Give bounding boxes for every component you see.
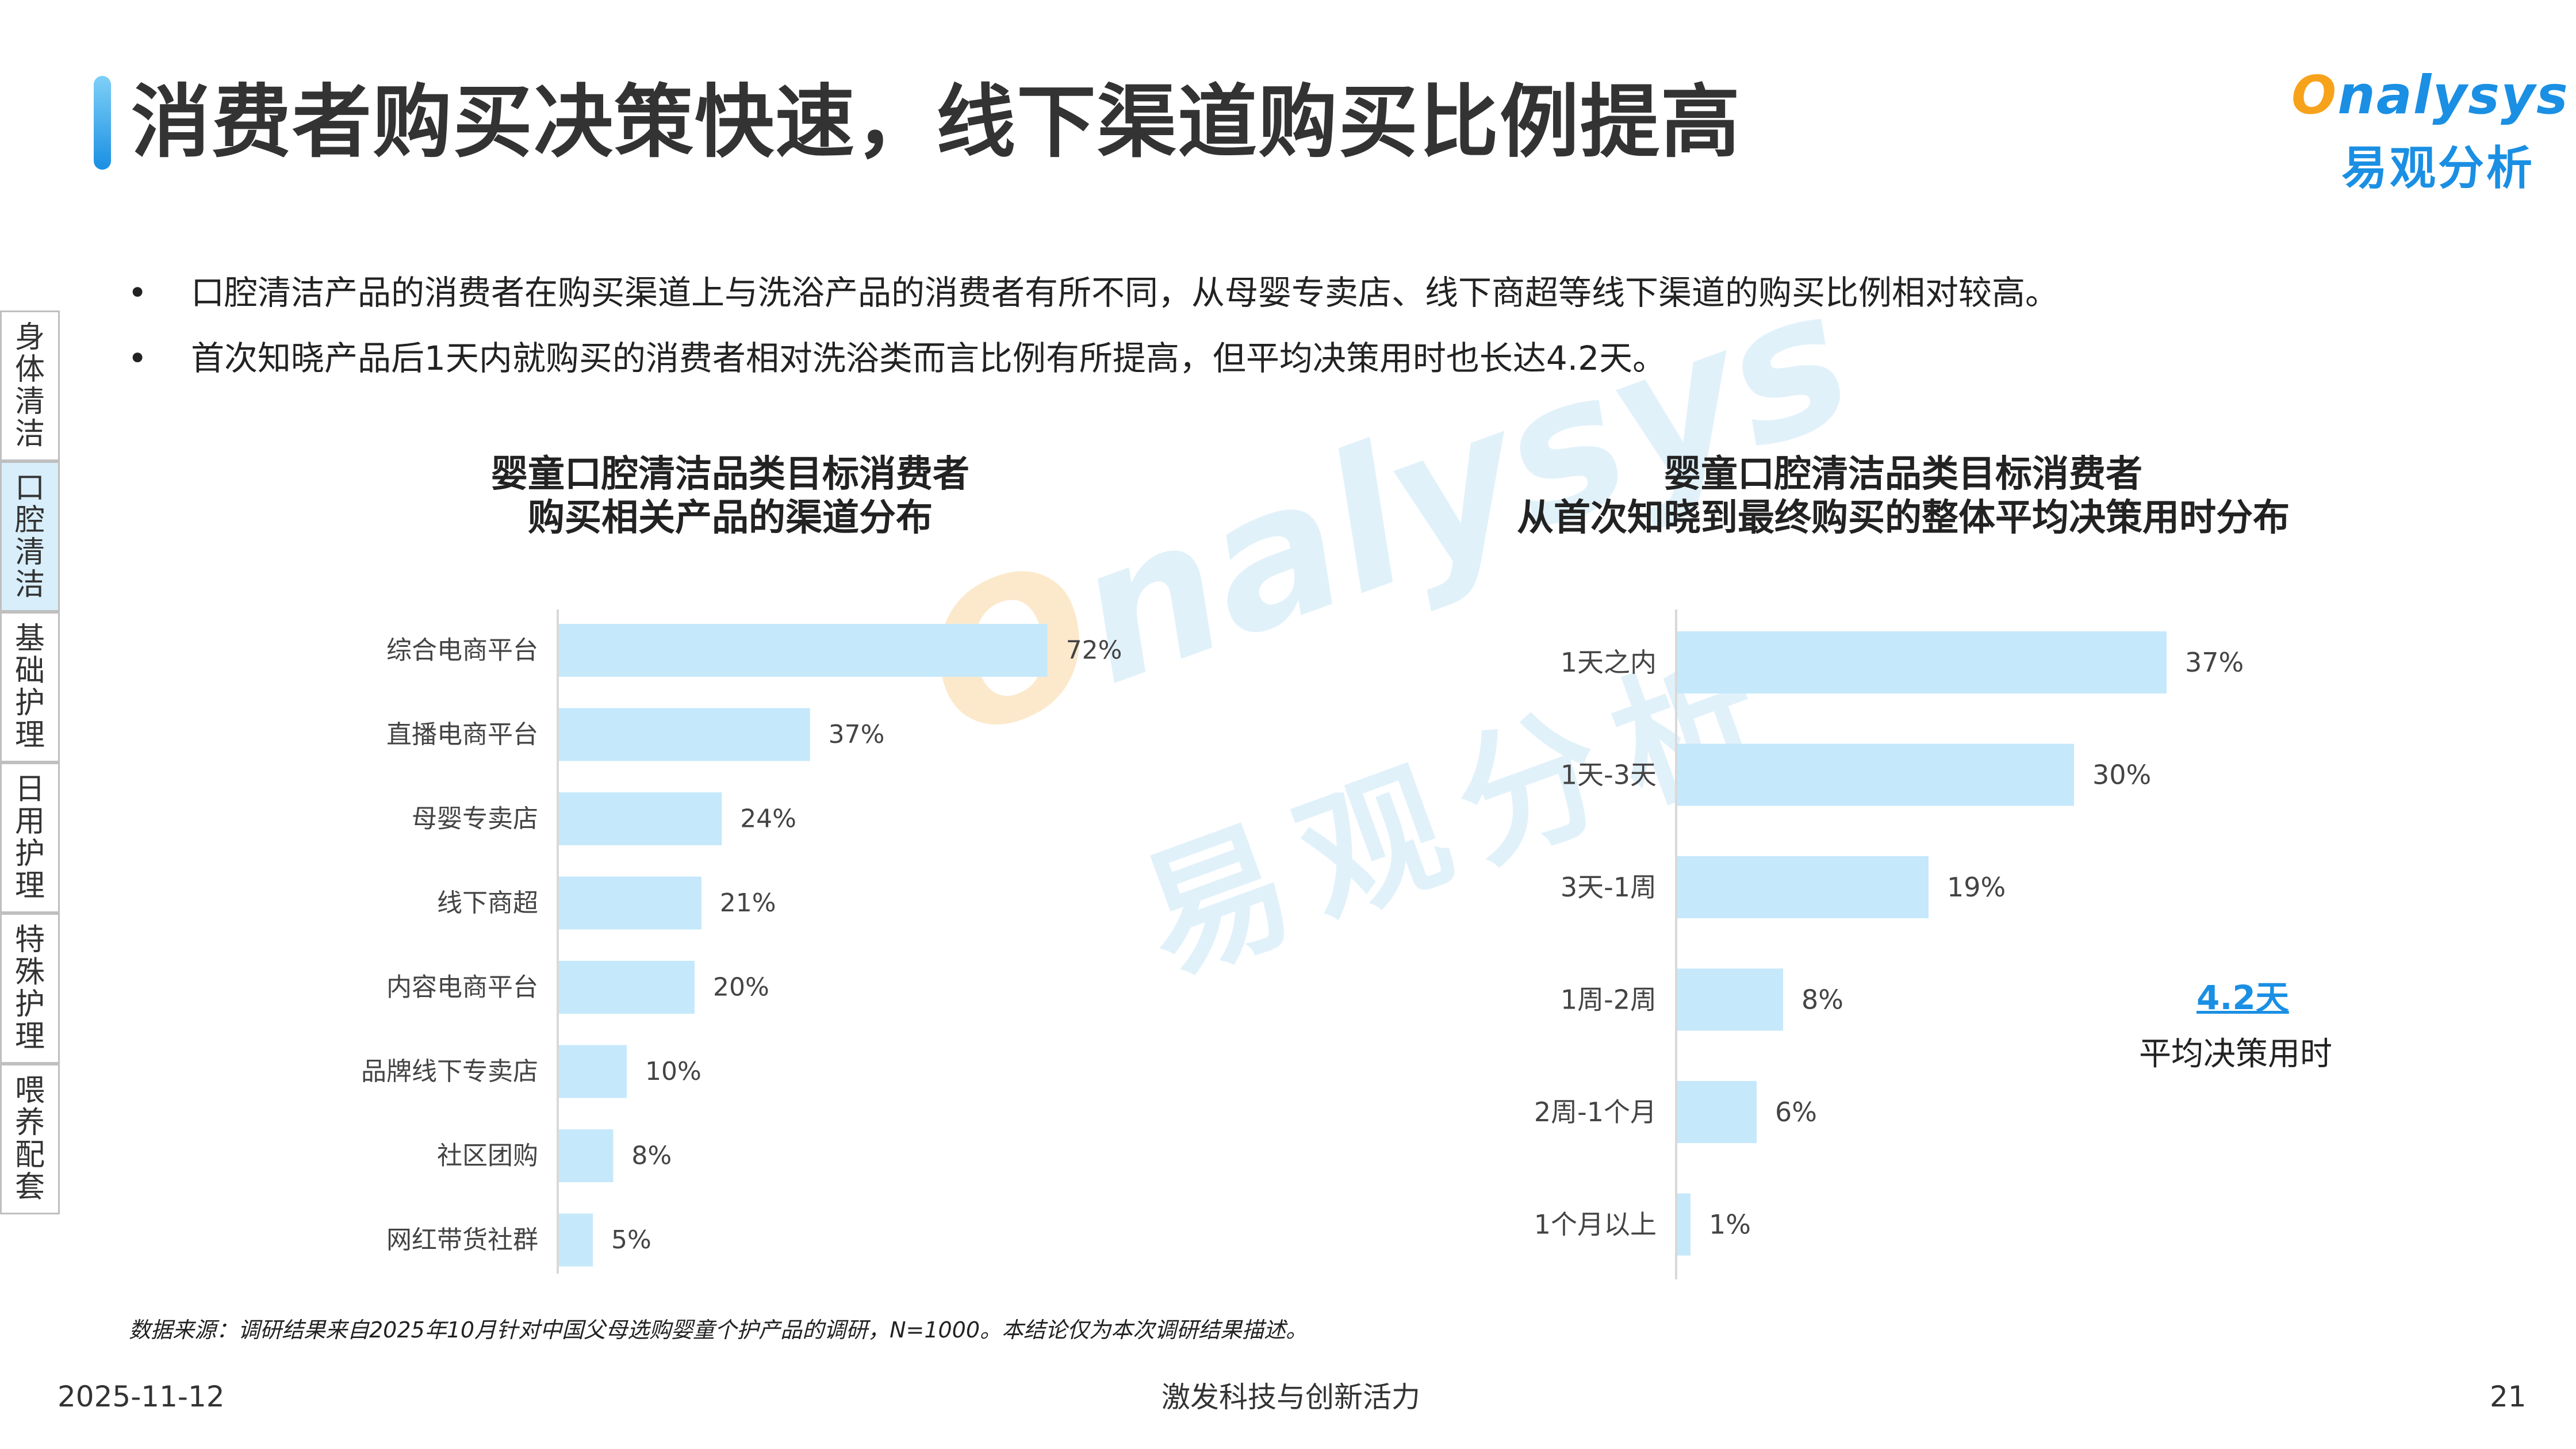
chart1-subtitle: 购买相关产品的渠道分布 <box>528 497 933 539</box>
side-nav-item-basic-care[interactable]: 基础护理 <box>0 612 60 762</box>
chart2-category-label: 3天-1周 <box>1561 872 1657 903</box>
chart1-value-label: 5% <box>611 1225 651 1255</box>
chart1-title: 婴童口腔清洁品类目标消费者 <box>491 453 969 496</box>
bullet-dot: • <box>128 339 148 378</box>
side-nav-item-special-care[interactable]: 特殊护理 <box>0 913 60 1064</box>
chart1-bar <box>559 876 702 930</box>
chart2-value-label: 8% <box>1801 984 1843 1015</box>
chart1-category-label: 内容电商平台 <box>386 973 538 1002</box>
avg-decision-time-label: 平均决策用时 <box>2139 1036 2332 1073</box>
chart2-value-label: 1% <box>1709 1209 1751 1240</box>
page-number: 21 <box>2490 1380 2527 1413</box>
chart1-bar <box>559 1045 627 1098</box>
chart1-category-label: 品牌线下专卖店 <box>361 1057 538 1086</box>
chart1-bar <box>559 1129 614 1182</box>
chart1-category-label: 母婴专卖店 <box>412 804 538 834</box>
chart2-bar <box>1677 1081 1757 1143</box>
bullet-dot: • <box>128 273 148 312</box>
side-nav-item-body-cleaning[interactable]: 身体清洁 <box>0 310 60 461</box>
chart1-bar <box>559 961 695 1014</box>
brand-logo-en: Onalysys <box>2291 64 2569 126</box>
chart2-bar <box>1677 856 1929 918</box>
chart2-value-label: 19% <box>1947 872 2006 903</box>
footer-slogan: 激发科技与创新活力 <box>1162 1381 1420 1414</box>
chart2-category-label: 1周-2周 <box>1561 984 1657 1015</box>
chart2-bar <box>1677 1193 1690 1256</box>
title-accent-bar <box>94 76 111 170</box>
chart1-value-label: 24% <box>740 804 796 834</box>
page-title: 消费者购买决策快速，线下渠道购买比例提高 <box>131 76 1742 168</box>
chart2-value-label: 30% <box>2092 760 2151 791</box>
chart2-category-label: 1天之内 <box>1561 647 1657 678</box>
side-nav-item-oral-cleaning[interactable]: 口腔清洁 <box>0 461 60 612</box>
chart1-value-label: 20% <box>713 973 769 1002</box>
chart1-bar <box>559 708 810 761</box>
footer-date: 2025-11-12 <box>57 1380 225 1413</box>
chart2-subtitle: 从首次知晓到最终购买的整体平均决策用时分布 <box>1517 497 2290 539</box>
chart1-category-label: 直播电商平台 <box>386 720 538 749</box>
chart1-category-label: 综合电商平台 <box>386 636 538 665</box>
chart2-bar <box>1677 743 2074 806</box>
data-source-note: 数据来源：调研结果来自2025年10月针对中国父母选购婴童个护产品的调研，N=1… <box>129 1317 1308 1343</box>
chart2-value-label: 6% <box>1775 1097 1817 1128</box>
chart1-bar <box>559 1213 593 1267</box>
chart1-value-label: 10% <box>645 1057 702 1086</box>
chart1-value-label: 37% <box>829 720 885 749</box>
chart2-category-label: 1天-3天 <box>1561 760 1657 791</box>
chart2-bar <box>1677 631 2167 693</box>
chart1-value-label: 8% <box>631 1141 672 1171</box>
avg-decision-time-value: 4.2天 <box>2196 978 2289 1017</box>
chart2-category-label: 2周-1个月 <box>1534 1097 1657 1128</box>
side-nav-item-daily-care[interactable]: 日用护理 <box>0 762 60 913</box>
chart1-value-label: 21% <box>720 888 776 918</box>
side-nav-item-feeding[interactable]: 喂养配套 <box>0 1064 60 1214</box>
chart2-value-label: 37% <box>2185 647 2244 678</box>
brand-logo-cn: 易观分析 <box>2341 141 2535 195</box>
chart1-bar <box>559 792 722 845</box>
chart2-title: 婴童口腔清洁品类目标消费者 <box>1664 453 2142 496</box>
chart1-category-label: 网红带货社群 <box>386 1225 538 1255</box>
chart1-bar <box>559 624 1048 677</box>
chart2-bar <box>1677 968 1783 1031</box>
bullet-item: • 首次知晓产品后1天内就购买的消费者相对洗浴类而言比例有所提高，但平均决策用时也… <box>128 339 1666 378</box>
chart1-category-label: 社区团购 <box>437 1141 538 1171</box>
chart1-category-label: 线下商超 <box>437 888 538 918</box>
chart1-value-label: 72% <box>1066 636 1122 665</box>
bullet-item: • 口腔清洁产品的消费者在购买渠道上与洗浴产品的消费者有所不同，从母婴专卖店、线下… <box>128 273 2059 312</box>
chart2-category-label: 1个月以上 <box>1534 1209 1657 1240</box>
